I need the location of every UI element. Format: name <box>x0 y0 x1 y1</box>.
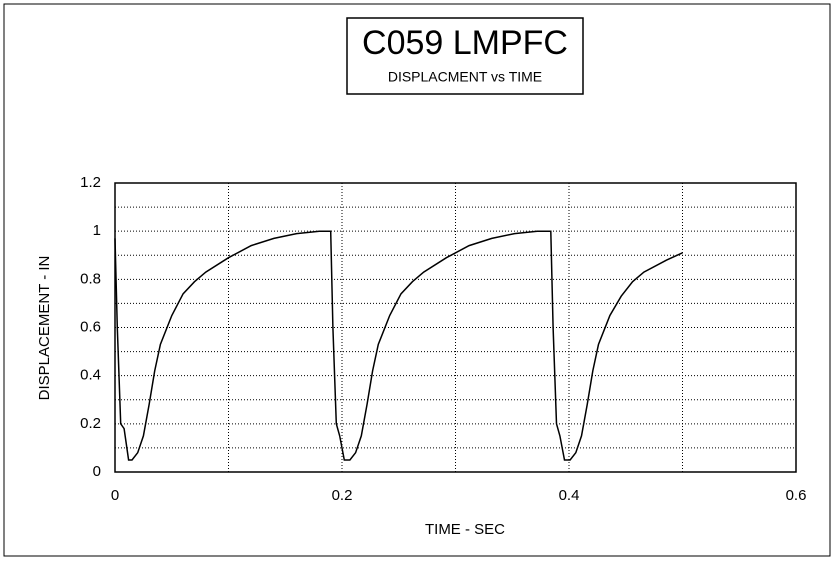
x-tick-label: 0.6 <box>786 487 807 504</box>
title-box <box>346 17 584 95</box>
x-tick-label: 0.4 <box>559 487 580 504</box>
x-axis-label: TIME - SEC <box>425 521 505 538</box>
y-tick-label: 1.2 <box>80 174 101 191</box>
y-axis-label: DISPLACEMENT - IN <box>36 256 53 401</box>
chart-title: C059 LMPFC <box>362 24 568 62</box>
plot-border <box>114 182 797 473</box>
x-tick-label: 0.2 <box>332 487 353 504</box>
y-tick-label: 0.4 <box>80 367 101 384</box>
y-tick-label: 0 <box>93 463 101 480</box>
x-tick-label: 0 <box>111 487 119 504</box>
y-tick-label: 0.8 <box>80 270 101 287</box>
data-line <box>114 230 683 461</box>
chart-subtitle: DISPLACMENT vs TIME <box>388 69 542 85</box>
y-tick-label: 0.6 <box>80 318 101 335</box>
y-tick-label: 0.2 <box>80 415 101 432</box>
y-tick-label: 1 <box>93 222 101 239</box>
